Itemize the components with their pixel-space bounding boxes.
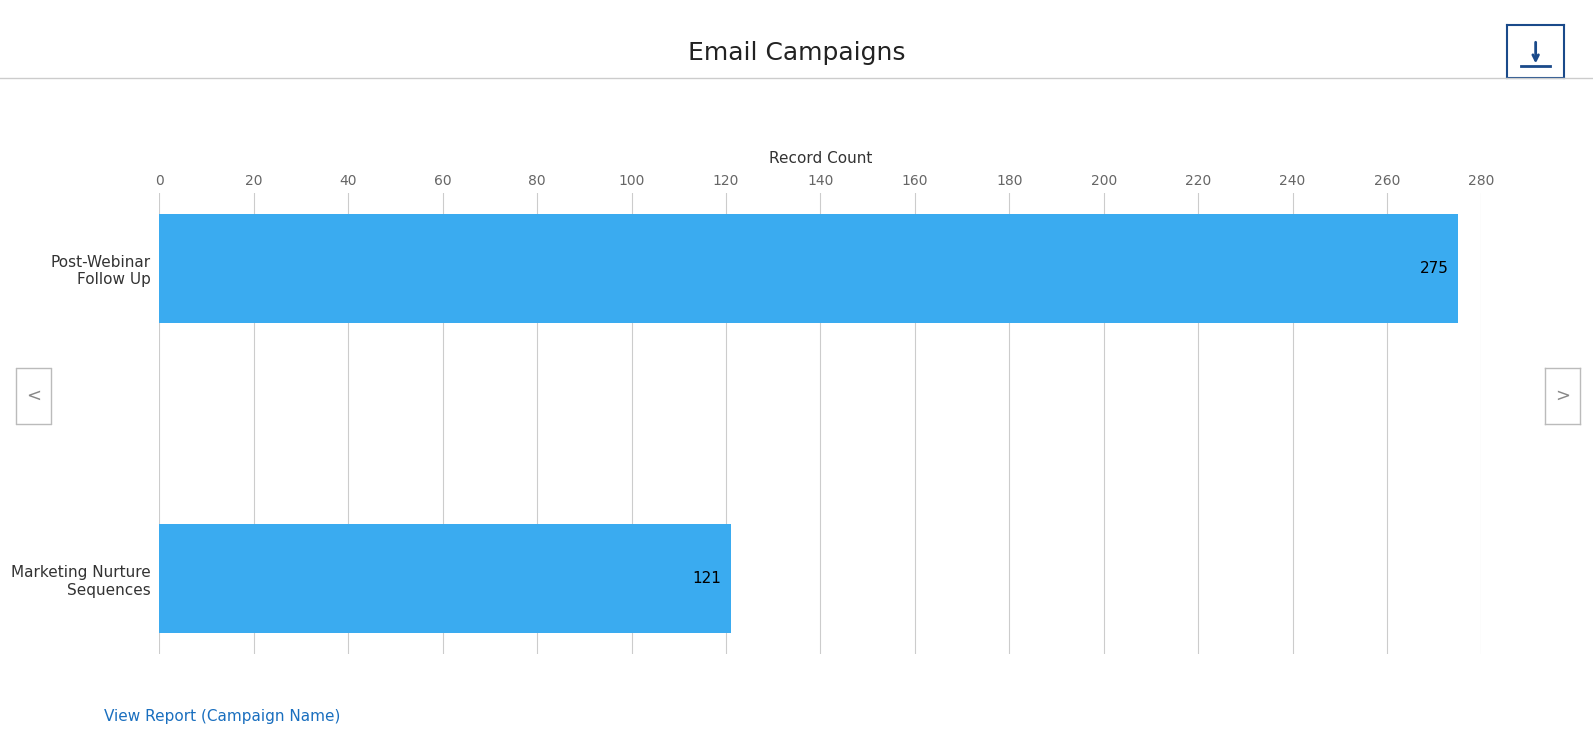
Bar [159, 214, 1458, 322]
Text: 275: 275 [1419, 261, 1448, 276]
X-axis label: Record Count: Record Count [769, 152, 871, 166]
Text: View Report (Campaign Name): View Report (Campaign Name) [104, 710, 339, 724]
Text: Email Campaigns: Email Campaigns [688, 41, 905, 65]
Bar [159, 525, 731, 633]
Text: <: < [25, 386, 41, 405]
Text: >: > [1555, 386, 1571, 405]
Text: 121: 121 [693, 571, 722, 586]
